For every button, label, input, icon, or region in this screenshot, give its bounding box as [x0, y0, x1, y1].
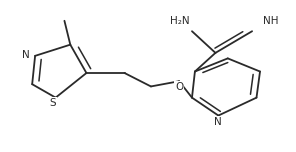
Text: H₂N: H₂N: [170, 16, 190, 26]
Text: O: O: [175, 82, 183, 92]
Text: S: S: [49, 98, 56, 108]
Text: N: N: [215, 117, 222, 127]
Text: NH: NH: [263, 16, 279, 26]
Text: N: N: [22, 50, 30, 60]
